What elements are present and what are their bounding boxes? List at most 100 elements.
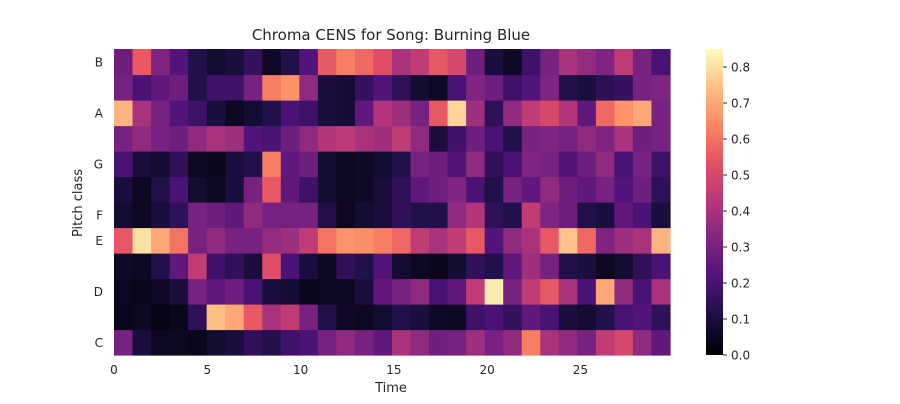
heatmap-cell xyxy=(651,227,671,254)
heatmap-cell xyxy=(466,202,486,229)
heatmap-cell xyxy=(595,278,615,305)
heatmap-cell xyxy=(151,202,171,229)
heatmap-cell xyxy=(484,151,504,178)
heatmap-cell xyxy=(243,176,263,203)
heatmap-cell xyxy=(354,49,375,76)
heatmap-cell xyxy=(540,304,560,331)
heatmap-cell xyxy=(392,151,412,178)
heatmap-cell xyxy=(484,329,504,356)
heatmap-cell xyxy=(225,49,245,76)
heatmap-cell xyxy=(558,49,578,76)
heatmap-cell xyxy=(540,278,560,305)
heatmap-cell xyxy=(540,329,560,356)
heatmap-cell xyxy=(429,74,449,101)
heatmap-cell xyxy=(540,100,560,127)
heatmap-cell xyxy=(373,176,393,203)
heatmap-cell xyxy=(169,304,189,331)
heatmap-cell xyxy=(299,329,319,356)
heatmap-cell xyxy=(317,253,337,280)
heatmap-cell xyxy=(614,151,634,178)
heatmap-cell xyxy=(299,278,319,305)
heatmap-cell xyxy=(651,151,671,178)
heatmap-cell xyxy=(225,329,245,356)
heatmap-cell xyxy=(429,329,449,356)
heatmap-cell xyxy=(447,100,467,127)
heatmap-cell xyxy=(373,227,393,254)
heatmap-cell xyxy=(373,74,393,101)
heatmap-cell xyxy=(410,125,430,152)
heatmap-cell xyxy=(484,100,504,127)
heatmap-cell xyxy=(651,49,671,76)
heatmap-cell xyxy=(651,176,671,203)
heatmap-cell xyxy=(169,125,189,152)
heatmap-cell xyxy=(595,202,615,229)
heatmap-cell xyxy=(225,176,245,203)
heatmap-cell xyxy=(336,176,356,203)
heatmap-cell xyxy=(169,74,189,101)
heatmap-cell xyxy=(392,100,412,127)
heatmap-cell xyxy=(577,202,597,229)
heatmap-cell xyxy=(632,125,653,152)
heatmap-cell xyxy=(392,74,412,101)
heatmap-cell xyxy=(354,278,375,305)
heatmap-cell xyxy=(614,202,634,229)
heatmap-cell xyxy=(540,227,560,254)
heatmap-cell xyxy=(392,125,412,152)
heatmap-cell xyxy=(206,151,226,178)
heatmap-cell xyxy=(114,151,134,178)
heatmap-cell xyxy=(632,100,653,127)
heatmap-cell xyxy=(151,100,171,127)
heatmap-cell xyxy=(299,74,319,101)
heatmap-cell xyxy=(280,176,300,203)
heatmap-cell xyxy=(225,278,245,305)
heatmap-cell xyxy=(447,49,467,76)
heatmap-cell xyxy=(169,176,189,203)
heatmap-cell xyxy=(317,202,337,229)
heatmap-cell xyxy=(595,151,615,178)
x-tick-label: 10 xyxy=(293,363,308,377)
y-axis-label: Pitch class xyxy=(71,169,86,237)
heatmap-cell xyxy=(632,278,653,305)
heatmap-cell xyxy=(503,125,523,152)
heatmap-cell xyxy=(466,151,486,178)
heatmap-cell xyxy=(151,176,171,203)
heatmap-cell xyxy=(429,227,449,254)
heatmap-cell xyxy=(132,100,152,127)
heatmap-cell xyxy=(466,100,486,127)
heatmap-cell xyxy=(336,151,356,178)
heatmap-cell xyxy=(317,278,337,305)
heatmap-cell xyxy=(577,278,597,305)
heatmap-cell xyxy=(410,176,430,203)
heatmap-cell xyxy=(595,125,615,152)
heatmap-cell xyxy=(188,176,208,203)
heatmap-cell xyxy=(614,253,634,280)
heatmap-cell xyxy=(447,202,467,229)
heatmap-cell xyxy=(354,74,375,101)
heatmap-cell xyxy=(614,329,634,356)
heatmap-cell xyxy=(114,176,134,203)
heatmap-cell xyxy=(151,278,171,305)
y-tick-label: D xyxy=(94,285,103,299)
heatmap-cell xyxy=(132,253,152,280)
y-tick-label: G xyxy=(94,157,103,171)
heatmap-cell xyxy=(447,304,467,331)
heatmap-cell xyxy=(354,253,375,280)
heatmap-cell xyxy=(114,329,134,356)
heatmap-cell xyxy=(243,151,263,178)
heatmap-cell xyxy=(373,278,393,305)
heatmap-cell xyxy=(280,74,300,101)
heatmap-cell xyxy=(540,176,560,203)
heatmap-cell xyxy=(558,202,578,229)
heatmap-cell xyxy=(484,125,504,152)
heatmap-cell xyxy=(632,74,653,101)
heatmap-cell xyxy=(429,202,449,229)
heatmap-cell xyxy=(225,227,245,254)
y-tick-label: B xyxy=(95,55,103,69)
heatmap-cell xyxy=(169,202,189,229)
x-axis-label: Time xyxy=(374,381,407,396)
heatmap-cell xyxy=(484,253,504,280)
heatmap-cell xyxy=(169,227,189,254)
colorbar-tick-label: 0.7 xyxy=(731,97,750,111)
